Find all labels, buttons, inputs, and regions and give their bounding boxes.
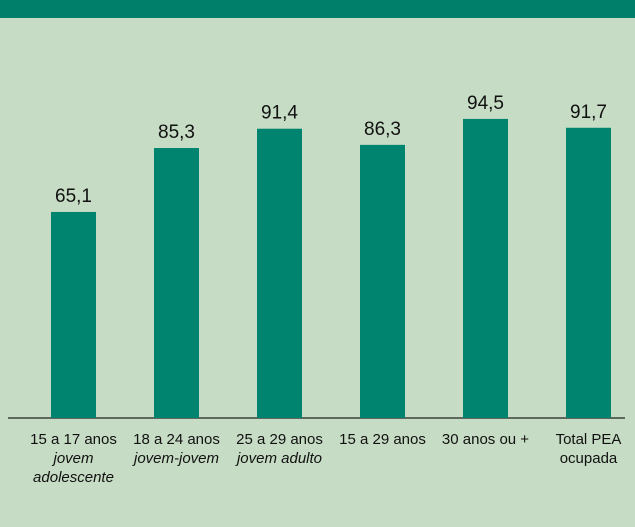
x-tick-label: 15 a 29 anos [333, 430, 432, 449]
value-label: 91,7 [570, 102, 607, 123]
bar [257, 128, 302, 418]
header-band [0, 0, 635, 18]
bar [463, 118, 508, 418]
bar [154, 148, 199, 418]
bar [51, 211, 96, 418]
category-sublabel: jovem-jovem [133, 450, 220, 467]
value-label: 65,1 [55, 186, 92, 207]
category-sublabel: jovem adolescente [33, 450, 114, 486]
x-tick-label: 30 anos ou + [436, 430, 535, 449]
x-tick-label: 25 a 29 anos jovem adulto [230, 430, 329, 468]
category-name: 18 a 24 anos [133, 431, 220, 448]
bar [566, 127, 611, 418]
value-label: 91,4 [261, 103, 298, 124]
value-label: 85,3 [158, 122, 195, 143]
category-name: Total PEA ocupada [555, 431, 622, 467]
value-label: 86,3 [364, 119, 401, 140]
category-name: 25 a 29 anos [236, 431, 323, 448]
x-tick-label: 15 a 17 anos jovem adolescente [24, 430, 123, 487]
category-sublabel: jovem adulto [236, 450, 323, 467]
value-label: 94,5 [467, 93, 504, 114]
category-name: 15 a 29 anos [339, 431, 426, 448]
bar [360, 144, 405, 418]
x-tick-label: Total PEA ocupada [539, 430, 635, 468]
category-name: 30 anos ou + [441, 431, 530, 448]
category-name: 15 a 17 anos [30, 431, 117, 448]
x-tick-label: 18 a 24 anos jovem-jovem [127, 430, 226, 468]
